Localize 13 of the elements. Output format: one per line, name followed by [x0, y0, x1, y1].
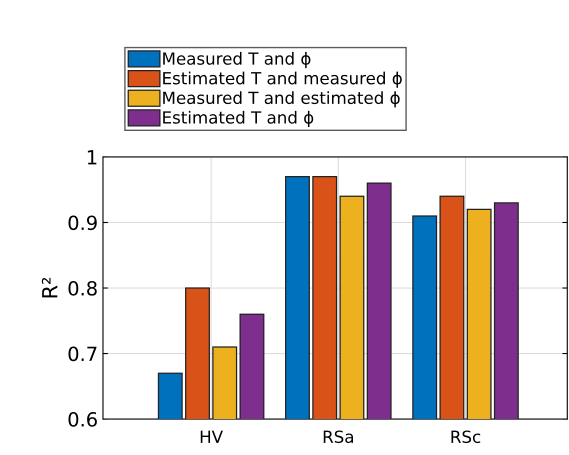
- y-tick-label: 0.7: [68, 346, 96, 362]
- y-tick-label: 0.8: [68, 280, 97, 296]
- x-tick-label: HV: [200, 430, 223, 443]
- x-tick-label: RSa: [324, 430, 353, 444]
- y-tick-label: 1: [88, 150, 96, 164]
- legend-label: Estimated T and ϕ: [163, 110, 314, 127]
- legend-label: Measured T and estimated ϕ: [163, 91, 400, 108]
- y-axis-title: R²: [42, 278, 58, 298]
- y-tick-label: 0.6: [68, 412, 97, 427]
- legend-label: Estimated T and measured ϕ: [163, 72, 402, 88]
- y-tick-label: 0.9: [68, 215, 97, 230]
- x-tick-label: RSc: [452, 430, 480, 444]
- legend-label: Measured T and ϕ: [163, 52, 310, 68]
